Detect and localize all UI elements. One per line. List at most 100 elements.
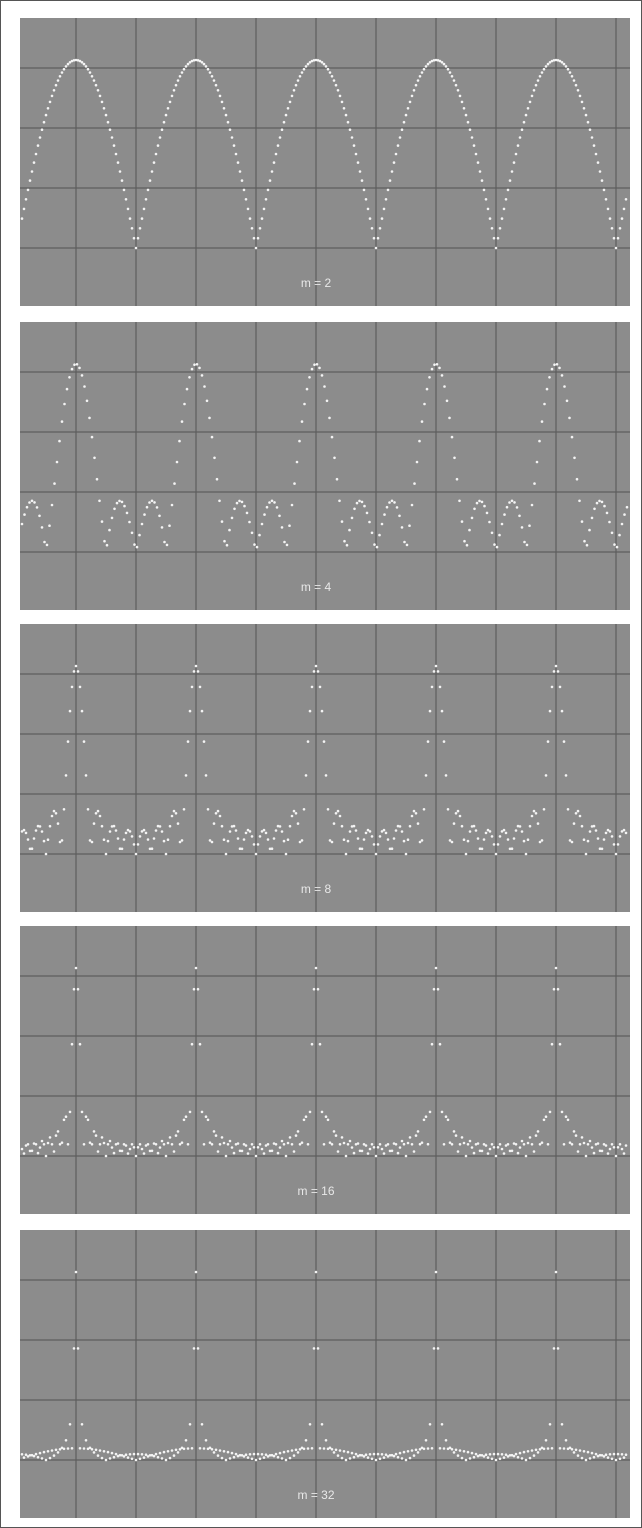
trace-dot	[178, 840, 182, 844]
trace-dot	[566, 67, 570, 71]
trace-dot	[586, 1143, 590, 1146]
trace-dot	[580, 1456, 584, 1460]
trace-dot	[226, 839, 230, 843]
trace-dot	[512, 837, 516, 840]
trace-dot	[418, 75, 422, 78]
trace-dot	[208, 71, 212, 74]
trace-dot	[552, 987, 556, 991]
trace-dot	[268, 1149, 272, 1153]
trace-dot	[576, 89, 580, 92]
trace-dot	[254, 1154, 258, 1158]
trace-dot	[564, 1115, 568, 1118]
trace-dot	[320, 61, 324, 64]
trace-dot	[508, 847, 512, 851]
trace-dot	[310, 59, 314, 63]
trace-dot	[316, 59, 320, 62]
trace-dot	[186, 740, 190, 743]
trace-dot	[374, 852, 378, 856]
trace-dot	[610, 531, 614, 535]
trace-dot	[574, 1448, 578, 1452]
trace-dot	[476, 161, 480, 164]
trace-dot	[38, 136, 42, 139]
trace-dot	[393, 501, 396, 504]
trace-dot	[468, 1457, 472, 1460]
trace-dot	[452, 79, 456, 82]
trace-dot	[490, 227, 494, 230]
trace-dot	[68, 1423, 72, 1426]
trace-dot	[392, 1142, 396, 1145]
trace-dot	[408, 524, 411, 527]
trace-dot	[478, 1149, 482, 1153]
trace-dot	[126, 207, 130, 211]
trace-dot	[278, 136, 282, 139]
trace-dot	[593, 507, 596, 511]
trace-dot	[498, 835, 502, 838]
trace-dot	[190, 1447, 194, 1450]
trace-dot	[214, 1448, 218, 1452]
trace-dot	[448, 416, 451, 420]
trace-dot	[498, 227, 502, 230]
trace-dot	[243, 504, 246, 508]
trace-dot	[162, 1143, 166, 1146]
trace-dot	[158, 514, 161, 518]
trace-dot	[28, 179, 32, 182]
trace-dot	[222, 107, 226, 110]
trace-dot	[68, 376, 71, 379]
trace-dot	[378, 835, 382, 838]
trace-dot	[148, 501, 151, 504]
trace-dot	[448, 839, 452, 842]
trace-dot	[375, 545, 379, 549]
trace-dot	[88, 1446, 92, 1450]
trace-dot	[354, 829, 358, 832]
trace-dot	[615, 545, 619, 549]
trace-dot	[88, 839, 92, 842]
trace-dot	[490, 1457, 494, 1461]
trace-dot	[486, 207, 490, 211]
trace-dot	[570, 840, 574, 844]
trace-dot	[430, 685, 434, 689]
trace-dot	[424, 1439, 428, 1442]
trace-dot	[276, 824, 280, 828]
trace-dot	[50, 814, 54, 818]
trace-dot	[456, 89, 460, 92]
trace-dot	[120, 500, 124, 504]
trace-dot	[285, 543, 289, 547]
trace-dot	[468, 528, 471, 532]
trace-dot	[510, 1149, 514, 1153]
trace-dot	[588, 128, 592, 131]
trace-dot	[112, 824, 116, 828]
trace-dot	[298, 1448, 302, 1451]
trace-dot	[382, 207, 386, 211]
trace-dot	[242, 188, 246, 192]
trace-dot	[46, 107, 50, 110]
trace-dot	[476, 1454, 480, 1458]
trace-dot	[28, 1149, 32, 1153]
trace-dot	[162, 120, 166, 124]
trace-dot	[480, 847, 484, 851]
trace-dot	[22, 1152, 26, 1155]
trace-dot	[598, 499, 601, 503]
trace-dot	[348, 1457, 352, 1460]
trace-dot	[600, 500, 604, 504]
trace-dot	[550, 367, 554, 371]
trace-dot	[200, 1110, 204, 1114]
trace-dot	[445, 399, 449, 403]
trace-dot	[538, 439, 541, 443]
trace-dot	[80, 709, 84, 713]
trace-dot	[620, 217, 624, 220]
trace-dot	[538, 75, 542, 78]
trace-dot	[602, 838, 606, 841]
trace-dot	[576, 1454, 580, 1457]
trace-dot	[578, 814, 582, 818]
trace-dot	[440, 1423, 444, 1426]
trace-dot	[390, 1149, 394, 1153]
trace-dot	[436, 59, 440, 62]
trace-dot	[516, 1151, 520, 1155]
trace-dot	[52, 1150, 56, 1153]
trace-dot	[104, 1458, 108, 1462]
trace-dot	[92, 1451, 96, 1454]
trace-dot	[32, 837, 36, 840]
trace-dot	[432, 1347, 436, 1350]
trace-dot	[268, 1454, 272, 1457]
trace-dot	[358, 170, 362, 173]
